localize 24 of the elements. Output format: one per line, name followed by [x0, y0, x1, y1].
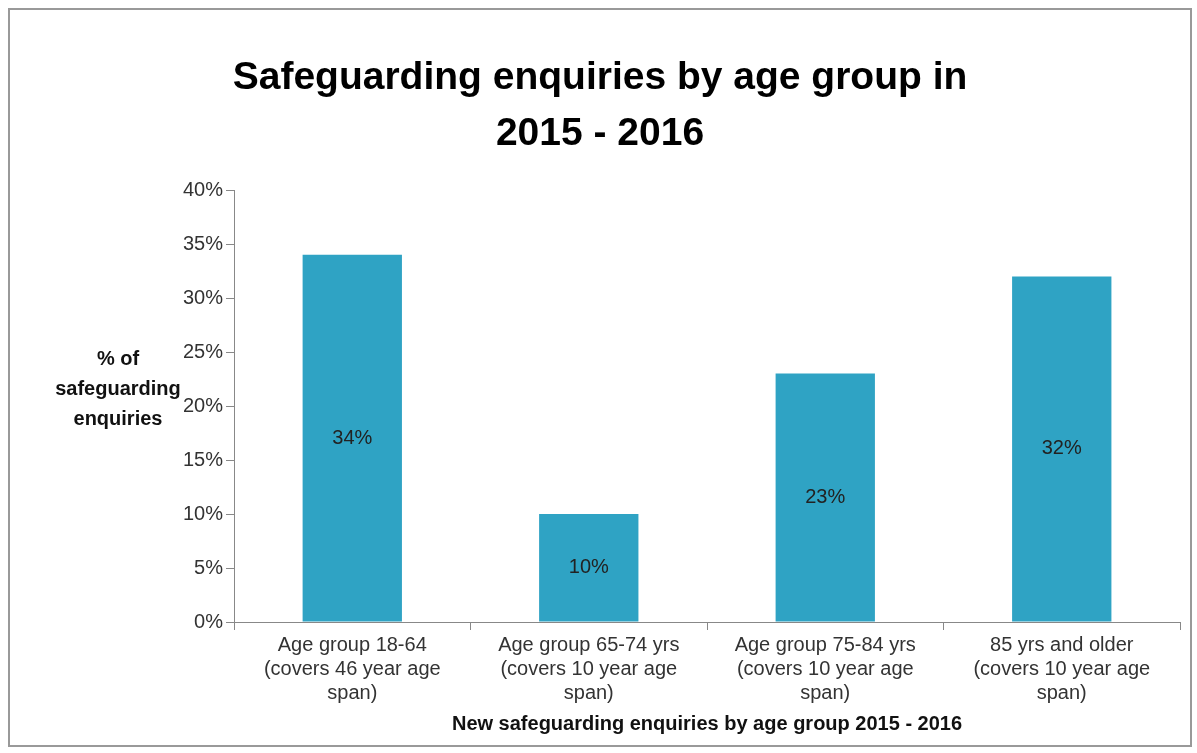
y-tick-label: 30% — [183, 285, 224, 308]
bar — [1012, 276, 1112, 622]
bar — [302, 254, 402, 622]
data-label: 10% — [568, 555, 609, 578]
x-tick-label: Age group 75-84 yrs (covers 10 year age span) — [734, 632, 916, 703]
y-tick-label: 10% — [183, 501, 224, 524]
y-tick-label: 5% — [194, 555, 224, 578]
x-axis-title: New safeguarding enquiries by age group 2015 - 2016 — [451, 711, 963, 734]
data-label: 32% — [1041, 436, 1082, 459]
y-tick-label: 40% — [183, 177, 224, 200]
bar — [539, 514, 639, 622]
bar — [775, 373, 875, 622]
y-tick-label: 25% — [183, 339, 224, 362]
data-label: 34% — [332, 425, 373, 448]
y-axis-title: % of safeguarding enquiries — [55, 347, 181, 429]
chart-title: Safeguarding enquiries by age group in 2015 - 2016 — [231, 53, 969, 155]
x-tick-label: Age group 18-64 (covers 46 year age span) — [263, 632, 441, 703]
y-tick-label: 0% — [194, 609, 224, 632]
y-tick-label: 15% — [183, 447, 224, 470]
x-tick-label: Age group 65-74 yrs (covers 10 year age span) — [498, 632, 680, 703]
x-tick-label: 85 yrs and older (covers 10 year age span) — [973, 632, 1151, 703]
data-label: 23% — [805, 485, 846, 508]
y-tick-label: 20% — [183, 393, 224, 416]
y-tick-label: 35% — [183, 231, 224, 254]
